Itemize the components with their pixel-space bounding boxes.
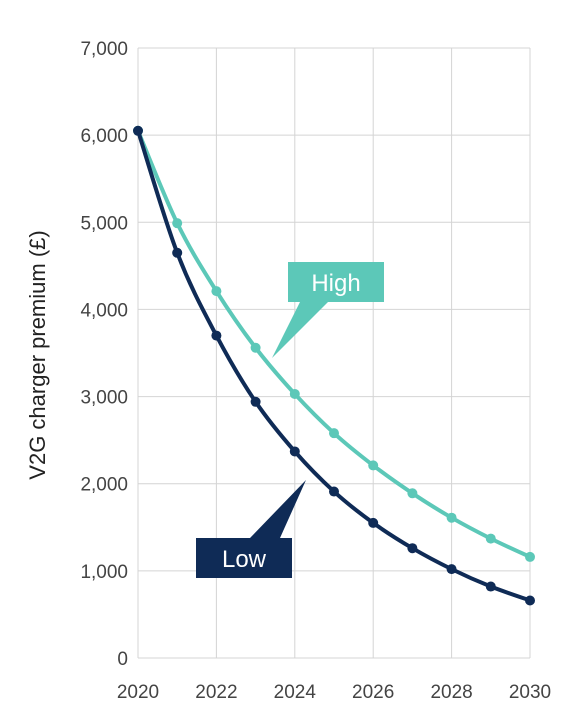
point-high-2025 (329, 428, 339, 439)
y-tick-label-7: 7,000 (80, 39, 128, 60)
x-tick-label-0: 2020 (117, 682, 159, 703)
y-tick-label-4: 4,000 (80, 300, 128, 321)
y-tick-label-1: 1,000 (80, 562, 128, 583)
y-axis-ticks: 0 1,000 2,000 3,000 4,000 5,000 6,000 7,000 (80, 39, 128, 670)
point-low-2025 (329, 486, 339, 497)
callout-pointer-low (250, 480, 306, 538)
x-tick-label-1: 2022 (195, 682, 237, 703)
point-high-2023 (250, 342, 261, 353)
point-high-2027 (407, 488, 418, 499)
point-low-2027 (407, 543, 418, 554)
callout-box-high (288, 262, 384, 302)
point-high-2026 (368, 460, 379, 471)
point-low-2028 (446, 564, 457, 575)
y-tick-label-0: 0 (117, 649, 128, 670)
point-low-2020 (133, 125, 143, 136)
point-high-2021 (172, 218, 183, 229)
series-callouts: High Low (196, 262, 384, 578)
x-axis-ticks: 2020 2022 2024 2026 2028 2030 (117, 682, 551, 703)
point-low-2029 (485, 581, 496, 592)
legend-label-low: Low (222, 546, 267, 573)
y-tick-label-5: 5,000 (80, 213, 128, 234)
point-low-2023 (250, 396, 261, 407)
x-tick-label-4: 2028 (430, 682, 472, 703)
series-line-low (136, 128, 532, 603)
point-low-2021 (172, 247, 183, 258)
y-axis-label: V2G charger premium (£) (25, 230, 50, 479)
point-low-2022 (211, 330, 222, 341)
callout-box-low (196, 538, 292, 578)
point-high-2022 (211, 286, 222, 297)
point-high-2030 (525, 551, 535, 562)
x-tick-label-3: 2026 (352, 682, 394, 703)
y-tick-label-6: 6,000 (80, 126, 128, 147)
point-low-2030 (525, 595, 535, 606)
point-high-2024 (289, 388, 300, 399)
point-high-2028 (446, 512, 457, 523)
series-line-high (136, 128, 532, 559)
x-tick-label-2: 2024 (274, 682, 317, 703)
point-low-2026 (368, 517, 379, 528)
point-low-2024 (289, 446, 300, 457)
x-tick-label-5: 2030 (509, 682, 551, 703)
y-tick-label-3: 3,000 (80, 388, 128, 409)
callout-pointer-high (272, 302, 328, 358)
y-tick-label-2: 2,000 (80, 475, 128, 496)
series-lines (133, 125, 535, 606)
point-high-2029 (485, 533, 496, 544)
legend-label-high: High (311, 270, 360, 297)
